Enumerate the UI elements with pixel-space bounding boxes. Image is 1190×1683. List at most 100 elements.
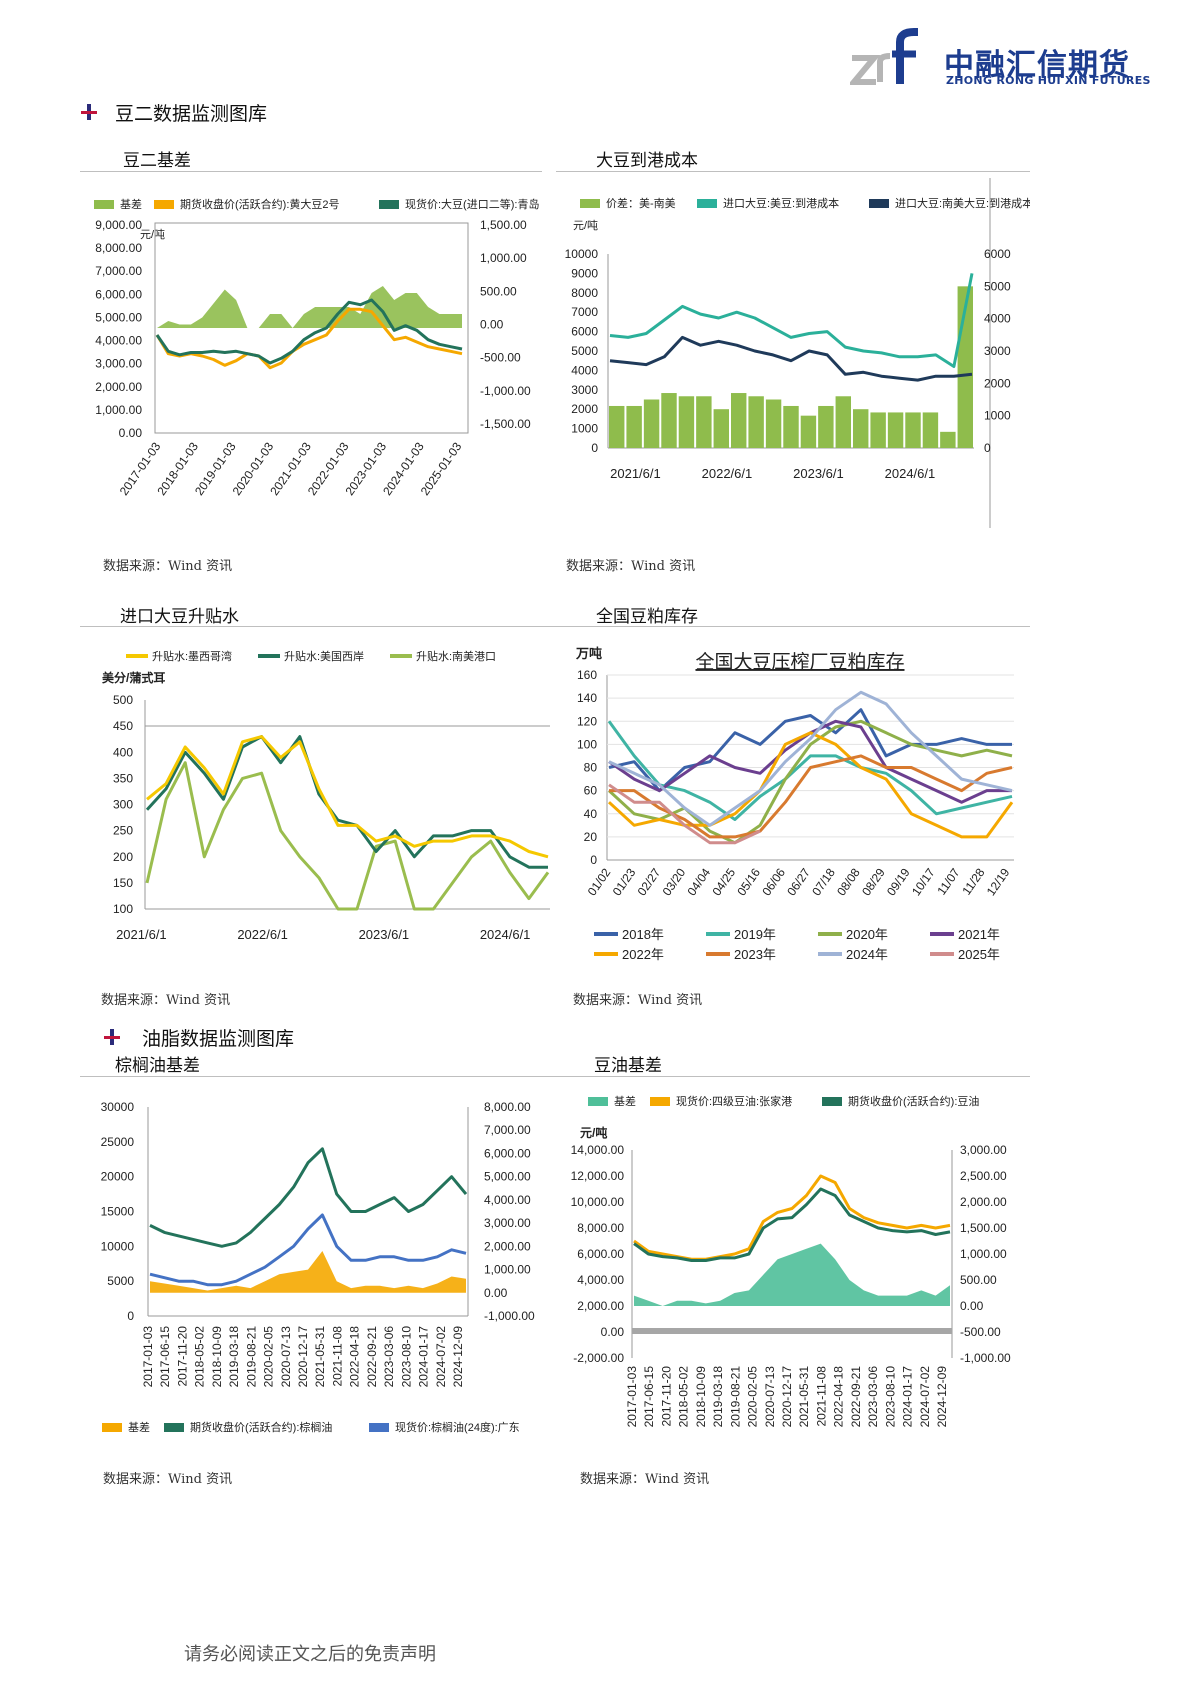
y2-tick-label: -1,000.00 xyxy=(480,384,531,398)
x-tick-label: 2022-04-18 xyxy=(348,1326,362,1388)
x-tick-label: 2023-08-10 xyxy=(399,1326,413,1388)
x-tick-label: 02/27 xyxy=(635,865,664,898)
series-line-spot xyxy=(149,1213,467,1287)
legend-label: 2019年 xyxy=(734,927,776,942)
x-tick-label: 08/29 xyxy=(859,865,888,898)
chart-soy-oil-basis: 基差 现货价:四级豆油:张家港 期货收盘价(活跃合约):豆油 元/吨 14,000.00… xyxy=(562,1082,1030,1444)
disclaimer-footer: 请务必阅读正文之后的免责声明 xyxy=(184,1644,436,1665)
legend-label: 基差 xyxy=(128,1420,150,1434)
series-line xyxy=(608,690,1013,827)
data-source-note: 数据来源：Wind 资讯 xyxy=(103,1472,233,1487)
y-tick-label: 160 xyxy=(577,668,597,682)
x-tick-label: 2021/6/1 xyxy=(610,466,661,481)
company-logo-mark xyxy=(850,28,918,85)
divider xyxy=(80,626,1030,627)
bar-spread xyxy=(626,405,642,448)
y2-tick-label: 2,000.00 xyxy=(484,1239,531,1253)
y2-tick-label: 0.00 xyxy=(480,318,504,332)
x-tick-label: 2024-01-17 xyxy=(901,1366,915,1428)
legend-label: 升贴水:美国西岸 xyxy=(284,649,364,663)
y-tick-label: 8,000.00 xyxy=(95,241,142,255)
legend-label: 2024年 xyxy=(846,947,888,962)
y2-tick-label: 1,500.00 xyxy=(960,1221,1007,1235)
chart-soybean-arrival-cost: 价差：美-南美 进口大豆:美豆:到港成本 进口大豆:南美大豆:到港成本 元/吨 1000… xyxy=(556,178,1030,528)
y2-tick-label: -500.00 xyxy=(480,351,521,365)
legend-label: 2023年 xyxy=(734,947,776,962)
divider xyxy=(556,171,1030,172)
y-tick-label: 450 xyxy=(113,719,133,733)
x-tick-label: 2019-03-18 xyxy=(711,1366,725,1428)
y2-tick-label: 1,000.00 xyxy=(480,251,527,265)
x-tick-label: 2023/6/1 xyxy=(793,466,844,481)
y-tick-label: 3,000.00 xyxy=(95,357,142,371)
y2-tick-label: 2,000.00 xyxy=(960,1195,1007,1209)
x-tick-label: 12/19 xyxy=(984,865,1013,898)
x-tick-label: 2024-01-17 xyxy=(417,1326,431,1388)
series-line xyxy=(145,761,550,911)
y-tick-label: 10000 xyxy=(101,1239,135,1253)
legend-label: 升贴水:墨西哥湾 xyxy=(152,649,232,663)
x-tick-label: 04/04 xyxy=(685,865,714,898)
legend-label: 期货收盘价(活跃合约):棕榈油 xyxy=(190,1420,332,1434)
y-tick-label: 100 xyxy=(113,902,133,916)
y-tick-label: 2,000.00 xyxy=(95,380,142,394)
y-tick-label: 4000 xyxy=(571,363,598,377)
x-tick-label: 2019-08-21 xyxy=(244,1326,258,1388)
x-tick-label: 2020-12-17 xyxy=(780,1366,794,1428)
bar-spread xyxy=(887,412,904,448)
series-line xyxy=(607,731,1014,839)
divider xyxy=(80,1076,1030,1077)
divider xyxy=(80,171,542,172)
chart-import-soy-premium: 升贴水:墨西哥湾 升贴水:美国西岸 升贴水:南美港口 美分/蒲式耳 500 450 400 3… xyxy=(80,632,560,980)
y-tick-label: 12,000.00 xyxy=(571,1169,625,1183)
y-tick-label: 6000 xyxy=(571,325,598,339)
y-tick-label: 15000 xyxy=(101,1205,135,1219)
data-source-note: 数据来源：Wind 资讯 xyxy=(580,1472,710,1487)
legend-swatch xyxy=(822,1097,842,1106)
x-tick-label: 2023-03-06 xyxy=(866,1366,880,1428)
y-tick-label: 2000 xyxy=(571,402,598,416)
y-tick-label: 5000 xyxy=(107,1274,134,1288)
x-tick-label: 2021-05-31 xyxy=(313,1326,327,1388)
y-tick-label: 8000 xyxy=(571,286,598,300)
x-tick-label: 04/25 xyxy=(709,865,738,898)
x-tick-label: 2023-03-06 xyxy=(382,1326,396,1388)
y-tick-label: 5,000.00 xyxy=(95,310,142,324)
series-line xyxy=(608,708,1012,793)
series-line xyxy=(607,719,1013,845)
y-tick-label: 5000 xyxy=(571,344,598,358)
x-tick-label: 2024/6/1 xyxy=(885,466,936,481)
y2-tick-label: 3,000.00 xyxy=(484,1216,531,1230)
y-tick-label: 9000 xyxy=(571,266,598,280)
cross-bullet-icon xyxy=(104,1029,120,1045)
y2-tick-label: 0.00 xyxy=(484,1286,508,1300)
x-tick-label: 06/06 xyxy=(759,865,788,898)
y2-tick-label: 1000 xyxy=(984,409,1011,423)
series-line xyxy=(607,720,1013,821)
data-source-note: 数据来源：Wind 资讯 xyxy=(103,559,233,574)
y2-tick-label: 3000 xyxy=(984,344,1011,358)
y-tick-label: 200 xyxy=(113,850,133,864)
x-tick-label: 2022-04-18 xyxy=(832,1366,846,1428)
cross-bullet-icon xyxy=(81,104,97,120)
legend-swatch xyxy=(588,1097,608,1106)
legend-swatch xyxy=(697,199,717,208)
panel-title-soy-oil-basis: 豆油基差 xyxy=(594,1056,662,1076)
bar-spread xyxy=(800,415,817,448)
x-tick-label: 2022-09-21 xyxy=(365,1326,379,1388)
x-tick-label: 10/17 xyxy=(909,865,938,898)
x-tick-label: 2017-06-15 xyxy=(158,1326,172,1388)
legend-swatch xyxy=(580,199,600,208)
y-tick-label: 7000 xyxy=(571,305,598,319)
x-tick-label: 2017-01-03 xyxy=(141,1326,155,1388)
x-tick-label: 11/07 xyxy=(934,865,962,897)
y2-tick-label: 5,000.00 xyxy=(484,1170,531,1184)
y2-tick-label: 2000 xyxy=(984,376,1011,390)
series-line xyxy=(146,735,549,859)
y-tick-label: 400 xyxy=(113,745,133,759)
panel-title-palm-oil-basis: 棕榈油基差 xyxy=(115,1056,200,1076)
x-tick-label: 2018-10-09 xyxy=(694,1366,708,1428)
legend-label: 2020年 xyxy=(846,927,888,942)
x-tick-label: 2017-11-20 xyxy=(175,1326,189,1387)
y2-tick-label: -1,000.00 xyxy=(484,1309,535,1323)
